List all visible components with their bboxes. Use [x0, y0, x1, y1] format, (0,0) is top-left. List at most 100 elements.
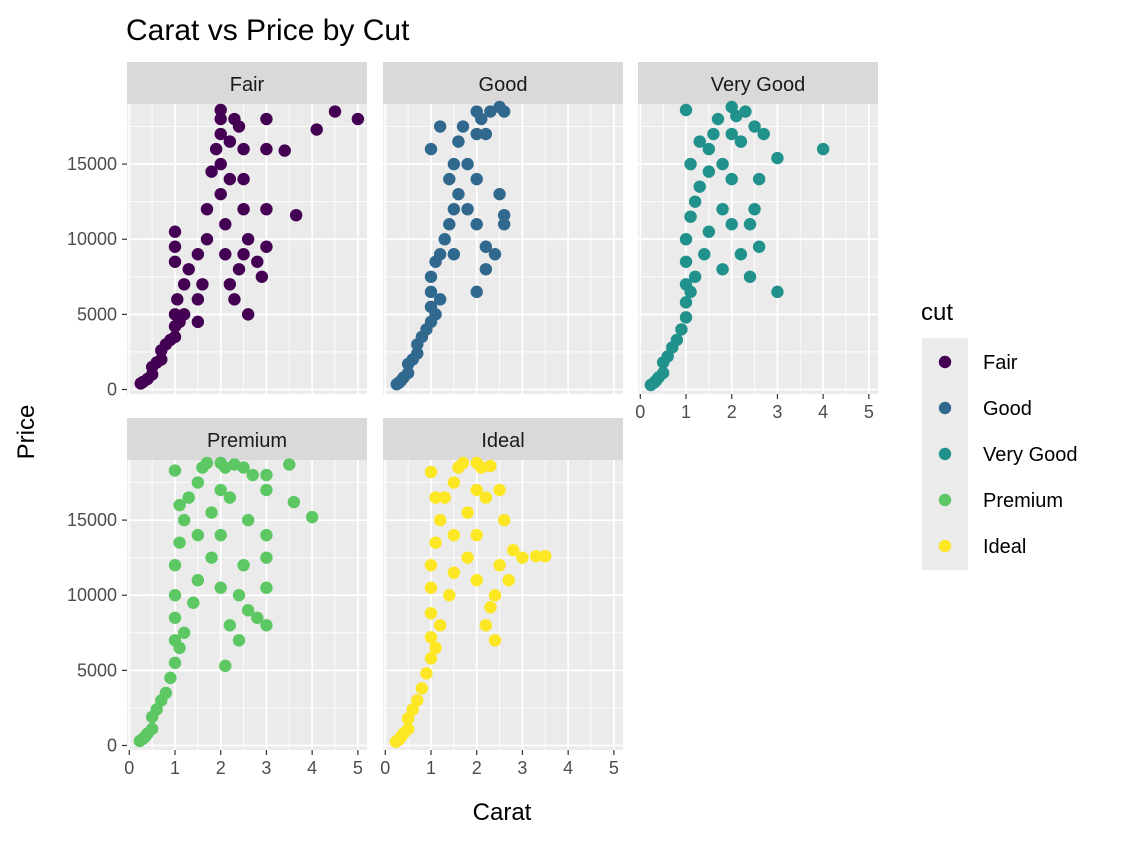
x-tick-label: 1 — [426, 758, 436, 778]
y-tick-label: 0 — [107, 735, 117, 755]
data-point — [424, 465, 438, 479]
data-point — [168, 240, 182, 253]
y-tick-label: 5000 — [77, 660, 117, 680]
data-point — [214, 187, 227, 201]
data-point — [711, 112, 725, 126]
data-point — [725, 218, 738, 231]
data-point — [168, 589, 182, 602]
data-point — [452, 187, 465, 201]
data-point — [424, 631, 438, 644]
data-point — [251, 611, 264, 624]
data-point — [688, 195, 702, 208]
data-point — [287, 495, 301, 509]
data-point — [424, 142, 438, 156]
data-point — [488, 248, 502, 261]
data-point — [260, 142, 273, 156]
data-point — [470, 483, 483, 497]
data-point — [168, 464, 182, 477]
data-point — [232, 120, 246, 133]
data-point — [484, 601, 497, 614]
data-point — [447, 476, 461, 489]
data-point — [171, 293, 184, 306]
data-point — [479, 240, 493, 253]
data-point — [214, 127, 227, 141]
data-point — [748, 120, 761, 133]
data-point — [429, 308, 442, 321]
data-point — [447, 248, 461, 261]
data-point — [237, 172, 250, 186]
legend-label: Fair — [983, 352, 1018, 374]
data-point — [433, 513, 447, 527]
data-point — [757, 127, 770, 141]
data-point — [241, 308, 255, 321]
data-point — [470, 218, 483, 231]
data-point — [415, 682, 429, 695]
data-point — [452, 135, 465, 148]
data-point — [479, 491, 493, 504]
data-point — [168, 611, 182, 624]
data-point — [168, 225, 182, 238]
data-point — [196, 278, 209, 291]
y-axis-title: Price — [13, 405, 40, 460]
data-point — [447, 157, 461, 171]
data-point — [433, 293, 447, 306]
data-point — [191, 293, 205, 306]
x-tick-label: 2 — [472, 758, 482, 778]
data-point — [734, 248, 748, 261]
data-point — [438, 233, 451, 246]
data-point — [310, 123, 323, 136]
legend-key — [938, 447, 952, 461]
data-point — [232, 263, 246, 276]
data-point — [493, 483, 506, 497]
data-point — [173, 498, 186, 512]
legend-item-fair: Fair — [938, 352, 1018, 374]
data-point — [507, 543, 520, 557]
data-point — [219, 248, 232, 261]
data-point — [424, 581, 438, 594]
data-point — [241, 513, 255, 527]
x-tick-label: 4 — [307, 758, 317, 778]
data-point — [470, 574, 483, 587]
data-point — [177, 278, 191, 291]
x-tick-label: 0 — [635, 402, 645, 422]
data-point — [260, 619, 273, 632]
data-point — [411, 347, 424, 360]
data-point — [205, 165, 218, 178]
legend-key — [938, 401, 952, 415]
data-point — [223, 619, 237, 632]
facet-good: Good — [383, 62, 623, 394]
data-point — [155, 353, 168, 366]
data-point — [289, 208, 303, 222]
data-point — [191, 528, 205, 542]
data-point — [232, 634, 246, 647]
facet-strip — [638, 62, 878, 104]
data-point — [429, 536, 442, 549]
facet-strip-label: Premium — [207, 430, 287, 452]
data-point — [420, 667, 433, 680]
data-point — [493, 187, 506, 201]
data-point — [716, 157, 729, 171]
data-point — [479, 127, 493, 141]
data-point — [488, 634, 502, 647]
data-point — [656, 366, 670, 380]
facet-strip — [383, 62, 623, 104]
data-point — [241, 233, 255, 246]
x-tick-label: 5 — [864, 402, 874, 422]
data-point — [305, 510, 319, 524]
data-point — [684, 285, 697, 299]
facet-premium: Premium 0 5000 10000 15000 0 1 2 3 4 5 — [67, 418, 367, 778]
data-point — [497, 513, 511, 527]
data-point — [771, 151, 784, 165]
facet-strip — [127, 418, 367, 460]
legend-label: Very Good — [983, 444, 1078, 466]
data-point — [470, 127, 483, 141]
data-point — [670, 333, 684, 347]
data-point — [684, 210, 697, 223]
data-point — [260, 581, 273, 594]
data-point — [424, 270, 438, 283]
data-point — [187, 596, 200, 609]
data-point — [679, 255, 693, 268]
legend-key — [938, 355, 952, 369]
data-point — [177, 513, 191, 527]
